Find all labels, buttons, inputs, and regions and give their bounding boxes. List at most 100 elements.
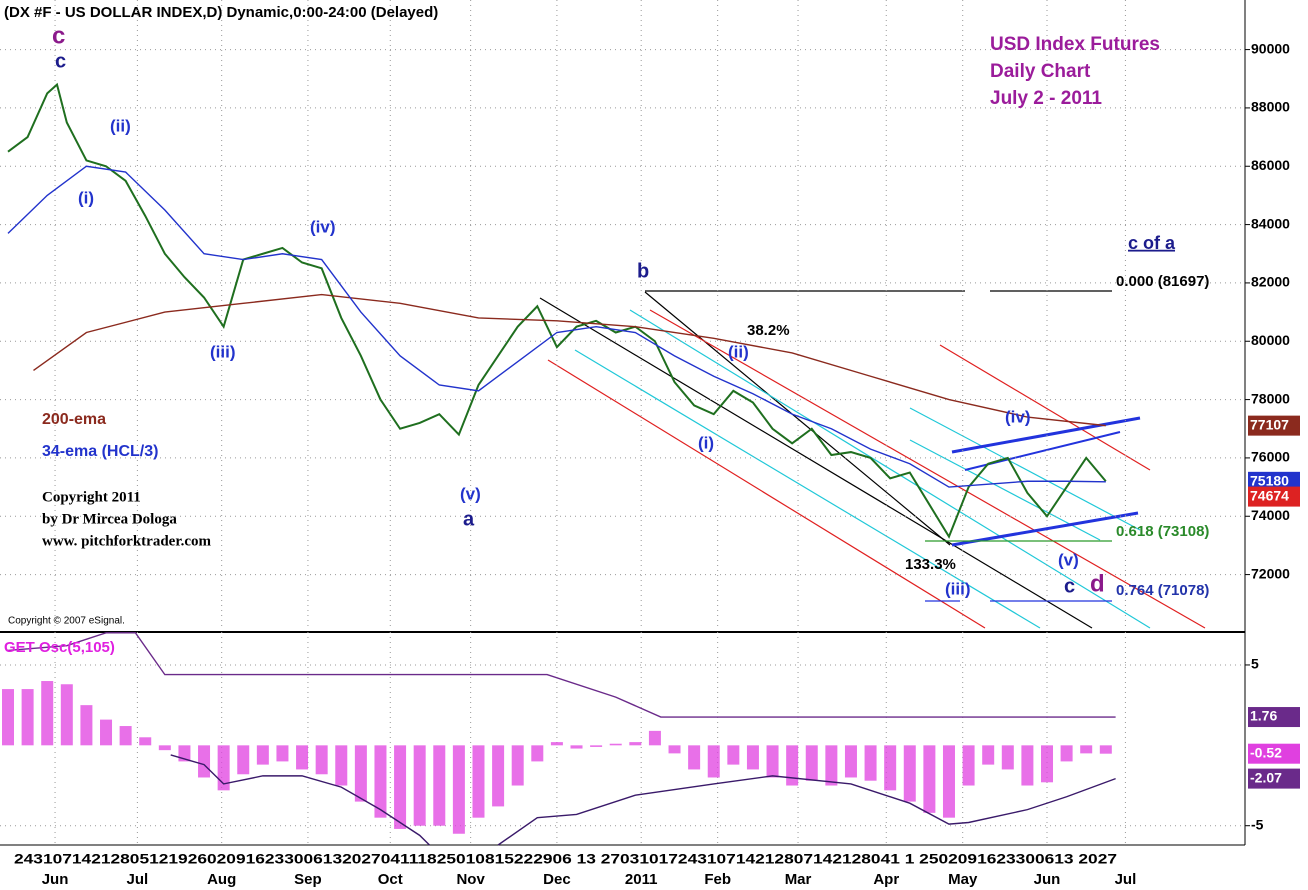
bar bbox=[786, 745, 799, 786]
y-tick-label: 84000 bbox=[1251, 215, 1290, 231]
value-badge-label: -2.07 bbox=[1250, 769, 1282, 785]
series-line bbox=[33, 293, 1106, 427]
header: (DX #F - US DOLLAR INDEX,D) Dynamic,0:00… bbox=[4, 4, 438, 21]
x-tick-label: 2011 bbox=[625, 871, 658, 888]
fork-line bbox=[939, 344, 1151, 471]
bar bbox=[805, 745, 818, 781]
bar bbox=[903, 745, 916, 802]
value-badge bbox=[1248, 768, 1300, 789]
value-badge-label: 77107 bbox=[1250, 416, 1289, 432]
annotation: Copyright 2011 bbox=[42, 489, 141, 505]
bar bbox=[1099, 745, 1112, 754]
value-badge-label: 74674 bbox=[1250, 487, 1289, 503]
fork-line bbox=[644, 291, 951, 546]
bar bbox=[394, 745, 407, 829]
annotation: c bbox=[52, 22, 65, 49]
bar bbox=[1080, 745, 1093, 754]
bar bbox=[433, 745, 446, 826]
y-tick-label: 78000 bbox=[1251, 390, 1290, 406]
bar bbox=[825, 745, 838, 786]
bar bbox=[21, 689, 34, 746]
bar bbox=[139, 737, 152, 746]
bar bbox=[1021, 745, 1034, 786]
fork-line bbox=[909, 407, 1141, 531]
value-badge bbox=[1248, 415, 1300, 436]
y-tick-label: 76000 bbox=[1251, 449, 1290, 465]
fork-line bbox=[649, 309, 1206, 629]
legend-entry: 200-ema bbox=[42, 411, 106, 428]
bar bbox=[648, 730, 661, 746]
bar bbox=[276, 745, 289, 762]
x-tick-label: Sep bbox=[294, 871, 322, 888]
y-tick-label: 82000 bbox=[1251, 274, 1290, 290]
series-line bbox=[7, 82, 1107, 539]
bar bbox=[982, 745, 995, 765]
bar bbox=[237, 745, 250, 775]
annotation: Copyright © 2007 eSignal. bbox=[8, 616, 125, 627]
bar bbox=[41, 681, 54, 746]
annotation: 0.000 (81697) bbox=[1116, 273, 1209, 290]
y-tick-label: 88000 bbox=[1251, 99, 1290, 115]
bar bbox=[492, 745, 505, 807]
bar bbox=[629, 742, 642, 746]
bar bbox=[550, 742, 563, 746]
x-tick-label: May bbox=[948, 871, 978, 888]
legend-entry: 34-ema (HCL/3) bbox=[42, 443, 158, 460]
x-tick-label: Mar bbox=[785, 871, 812, 888]
chart-title: July 2 - 2011 bbox=[990, 88, 1102, 109]
annotation: by Dr Mircea Dologa bbox=[42, 511, 177, 527]
y-tick-label: 5 bbox=[1251, 656, 1259, 672]
y-tick-label: 74000 bbox=[1251, 507, 1290, 523]
annotation: c bbox=[1064, 575, 1075, 597]
x-tick-label: Jun bbox=[1034, 871, 1061, 888]
channel-line bbox=[951, 416, 1141, 454]
bar bbox=[256, 745, 269, 765]
annotation: c of a bbox=[1128, 233, 1176, 253]
day-labels: 2431071421280512192602091623300613202704… bbox=[14, 851, 1117, 867]
fork-line bbox=[574, 349, 1041, 629]
annotation: (i) bbox=[78, 188, 94, 207]
annotation: (v) bbox=[1058, 550, 1079, 569]
bar bbox=[2, 689, 14, 746]
x-tick-label: Dec bbox=[543, 871, 571, 888]
bar bbox=[688, 745, 701, 770]
bar bbox=[1001, 745, 1014, 770]
bar bbox=[452, 745, 465, 834]
annotation: 0.764 (71078) bbox=[1116, 582, 1209, 599]
bar bbox=[80, 705, 93, 746]
bar bbox=[746, 745, 759, 770]
bar bbox=[335, 745, 348, 786]
fork-line bbox=[909, 439, 1101, 541]
bar bbox=[531, 745, 544, 762]
x-tick-label: Jul bbox=[1115, 871, 1137, 888]
bar bbox=[198, 745, 211, 778]
annotation: (ii) bbox=[728, 342, 749, 361]
annotation: 0.618 (73108) bbox=[1116, 523, 1209, 540]
x-tick-label: Jun bbox=[42, 871, 69, 888]
bar bbox=[296, 745, 309, 770]
bar bbox=[472, 745, 485, 818]
value-badge-label: 1.76 bbox=[1250, 708, 1277, 724]
bar bbox=[962, 745, 975, 786]
bar bbox=[413, 745, 426, 826]
bar bbox=[884, 745, 897, 791]
annotation: b bbox=[637, 260, 649, 282]
bar bbox=[100, 719, 113, 746]
channel-line bbox=[951, 511, 1139, 547]
bar bbox=[727, 745, 740, 765]
bar bbox=[511, 745, 524, 786]
x-tick-label: Jul bbox=[127, 871, 149, 888]
annotation: a bbox=[463, 508, 475, 530]
bar bbox=[1041, 745, 1054, 783]
bar bbox=[354, 745, 367, 802]
bar bbox=[864, 745, 877, 781]
chart-title: USD Index Futures bbox=[990, 34, 1160, 55]
fork-line bbox=[629, 309, 1151, 629]
annotation: (iv) bbox=[1005, 407, 1031, 426]
chart-title: Daily Chart bbox=[990, 61, 1091, 82]
value-badge bbox=[1248, 486, 1300, 507]
y-tick-label: 80000 bbox=[1251, 332, 1290, 348]
bar bbox=[570, 745, 583, 749]
y-tick-label: 72000 bbox=[1251, 565, 1290, 581]
